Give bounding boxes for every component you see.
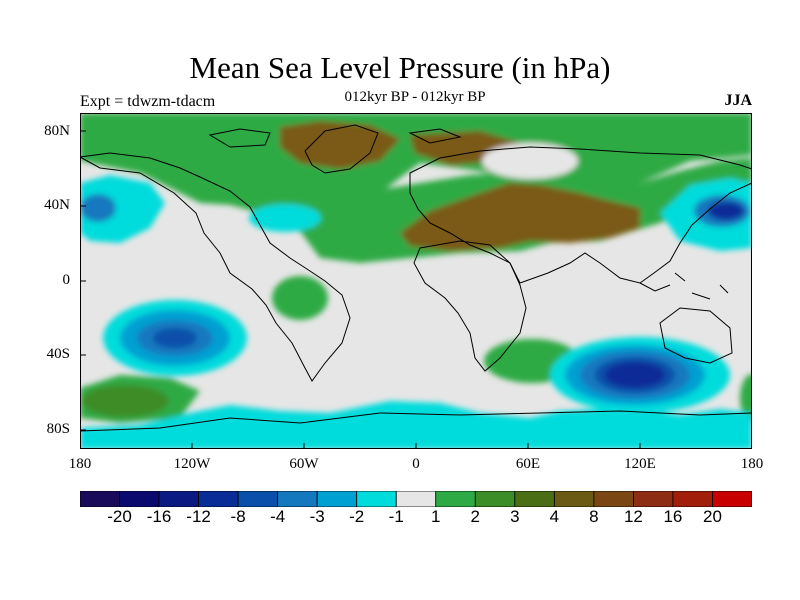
map-ticks [80,130,641,449]
lon-label-180w: 180 [68,456,92,472]
south-pacific-core [153,328,197,348]
colorbar-tick-label: -12 [186,507,211,526]
arctic-islands [208,128,462,148]
lon-label-60w: 60W [289,456,319,472]
nw-pacific-core [708,202,744,220]
colorbar-tick-label: -20 [107,507,132,526]
australia-coast [659,307,733,364]
lat-label-80s: 80S [46,421,70,437]
nw-pacific-neutral [482,143,578,179]
eurasia-brown-high [400,183,640,251]
colorbar-swatch [553,491,595,507]
season-label: JJA [724,92,752,109]
colorbar-tick-label: 16 [663,507,683,526]
experiment-label: Expt = tdwzm-tdacm [80,93,216,110]
lon-label-120e: 120E [624,456,656,472]
colorbar-tick-label: 4 [549,507,560,526]
colorbar-swatch [198,491,239,507]
colorbar-swatch [237,491,279,507]
colorbar-swatch [514,491,555,507]
greenland-brown-high [280,121,400,169]
colorbar-swatch [633,491,674,507]
colorbar-tick-label: -1 [388,507,404,526]
lon-label-60e: 60E [515,456,541,472]
colorbar-swatch [712,491,752,507]
antarctic-cyan-band [80,401,752,449]
colorbar-tick-label: -4 [270,507,286,526]
colorbar-tick-label: 3 [510,507,520,526]
coastlines [80,124,752,432]
greenland-coast [304,124,379,174]
pressure-map [80,113,752,449]
east-edge-green [740,374,752,422]
colorbar-tick-label: 2 [470,507,481,526]
lat-label-80n: 80N [44,123,70,139]
antarctica-coast [80,410,752,432]
colorbar-swatch [435,491,476,507]
colorbar-swatch [80,491,120,507]
africa-coast [413,240,527,372]
colorbar-swatch [672,491,713,507]
north-atlantic-cyan [249,204,321,232]
lat-label-40s: 40S [46,346,70,362]
north-pacific-core [80,194,116,222]
colorbar-swatch [474,491,516,507]
colorbar-swatch [356,491,397,507]
colorbar-swatch [395,491,437,507]
colorbar-swatch [316,491,358,507]
lat-label-0: 0 [62,272,71,288]
south-america-green [272,276,328,320]
colorbar-swatch [158,491,199,507]
colorbar-swatch [277,491,318,507]
lon-label-180e: 180 [740,456,764,472]
map-subtitle: 012kyr BP - 012kyr BP [344,89,486,105]
north-america-coast [80,152,351,382]
colorbar-tick-label: -2 [349,507,365,526]
colorbar-swatch [119,491,160,507]
colorbar-tick-label: 12 [623,507,643,526]
colorbar [80,491,752,507]
north-pacific-cyan-low [80,175,165,243]
colorbar-tick-label: 8 [589,507,599,526]
south-indian-deep-core [605,362,665,388]
map-title: Mean Sea Level Pressure (in hPa) [189,50,611,85]
colorbar-tick-label: -16 [146,507,172,526]
colorbar-tick-label: 1 [431,507,441,526]
maritime-islands [639,272,729,300]
colorbar-tick-label: 20 [703,507,722,526]
lat-label-40n: 40N [44,197,70,213]
colorbar-tick-label: -8 [230,507,246,526]
southern-pacific-green-core [81,385,169,417]
lon-label-120w: 120W [173,456,211,472]
colorbar-swatch [593,491,634,507]
colorbar-tick-label: -3 [309,507,325,526]
lon-label-0: 0 [412,456,420,472]
eurasia-coast [409,146,752,284]
